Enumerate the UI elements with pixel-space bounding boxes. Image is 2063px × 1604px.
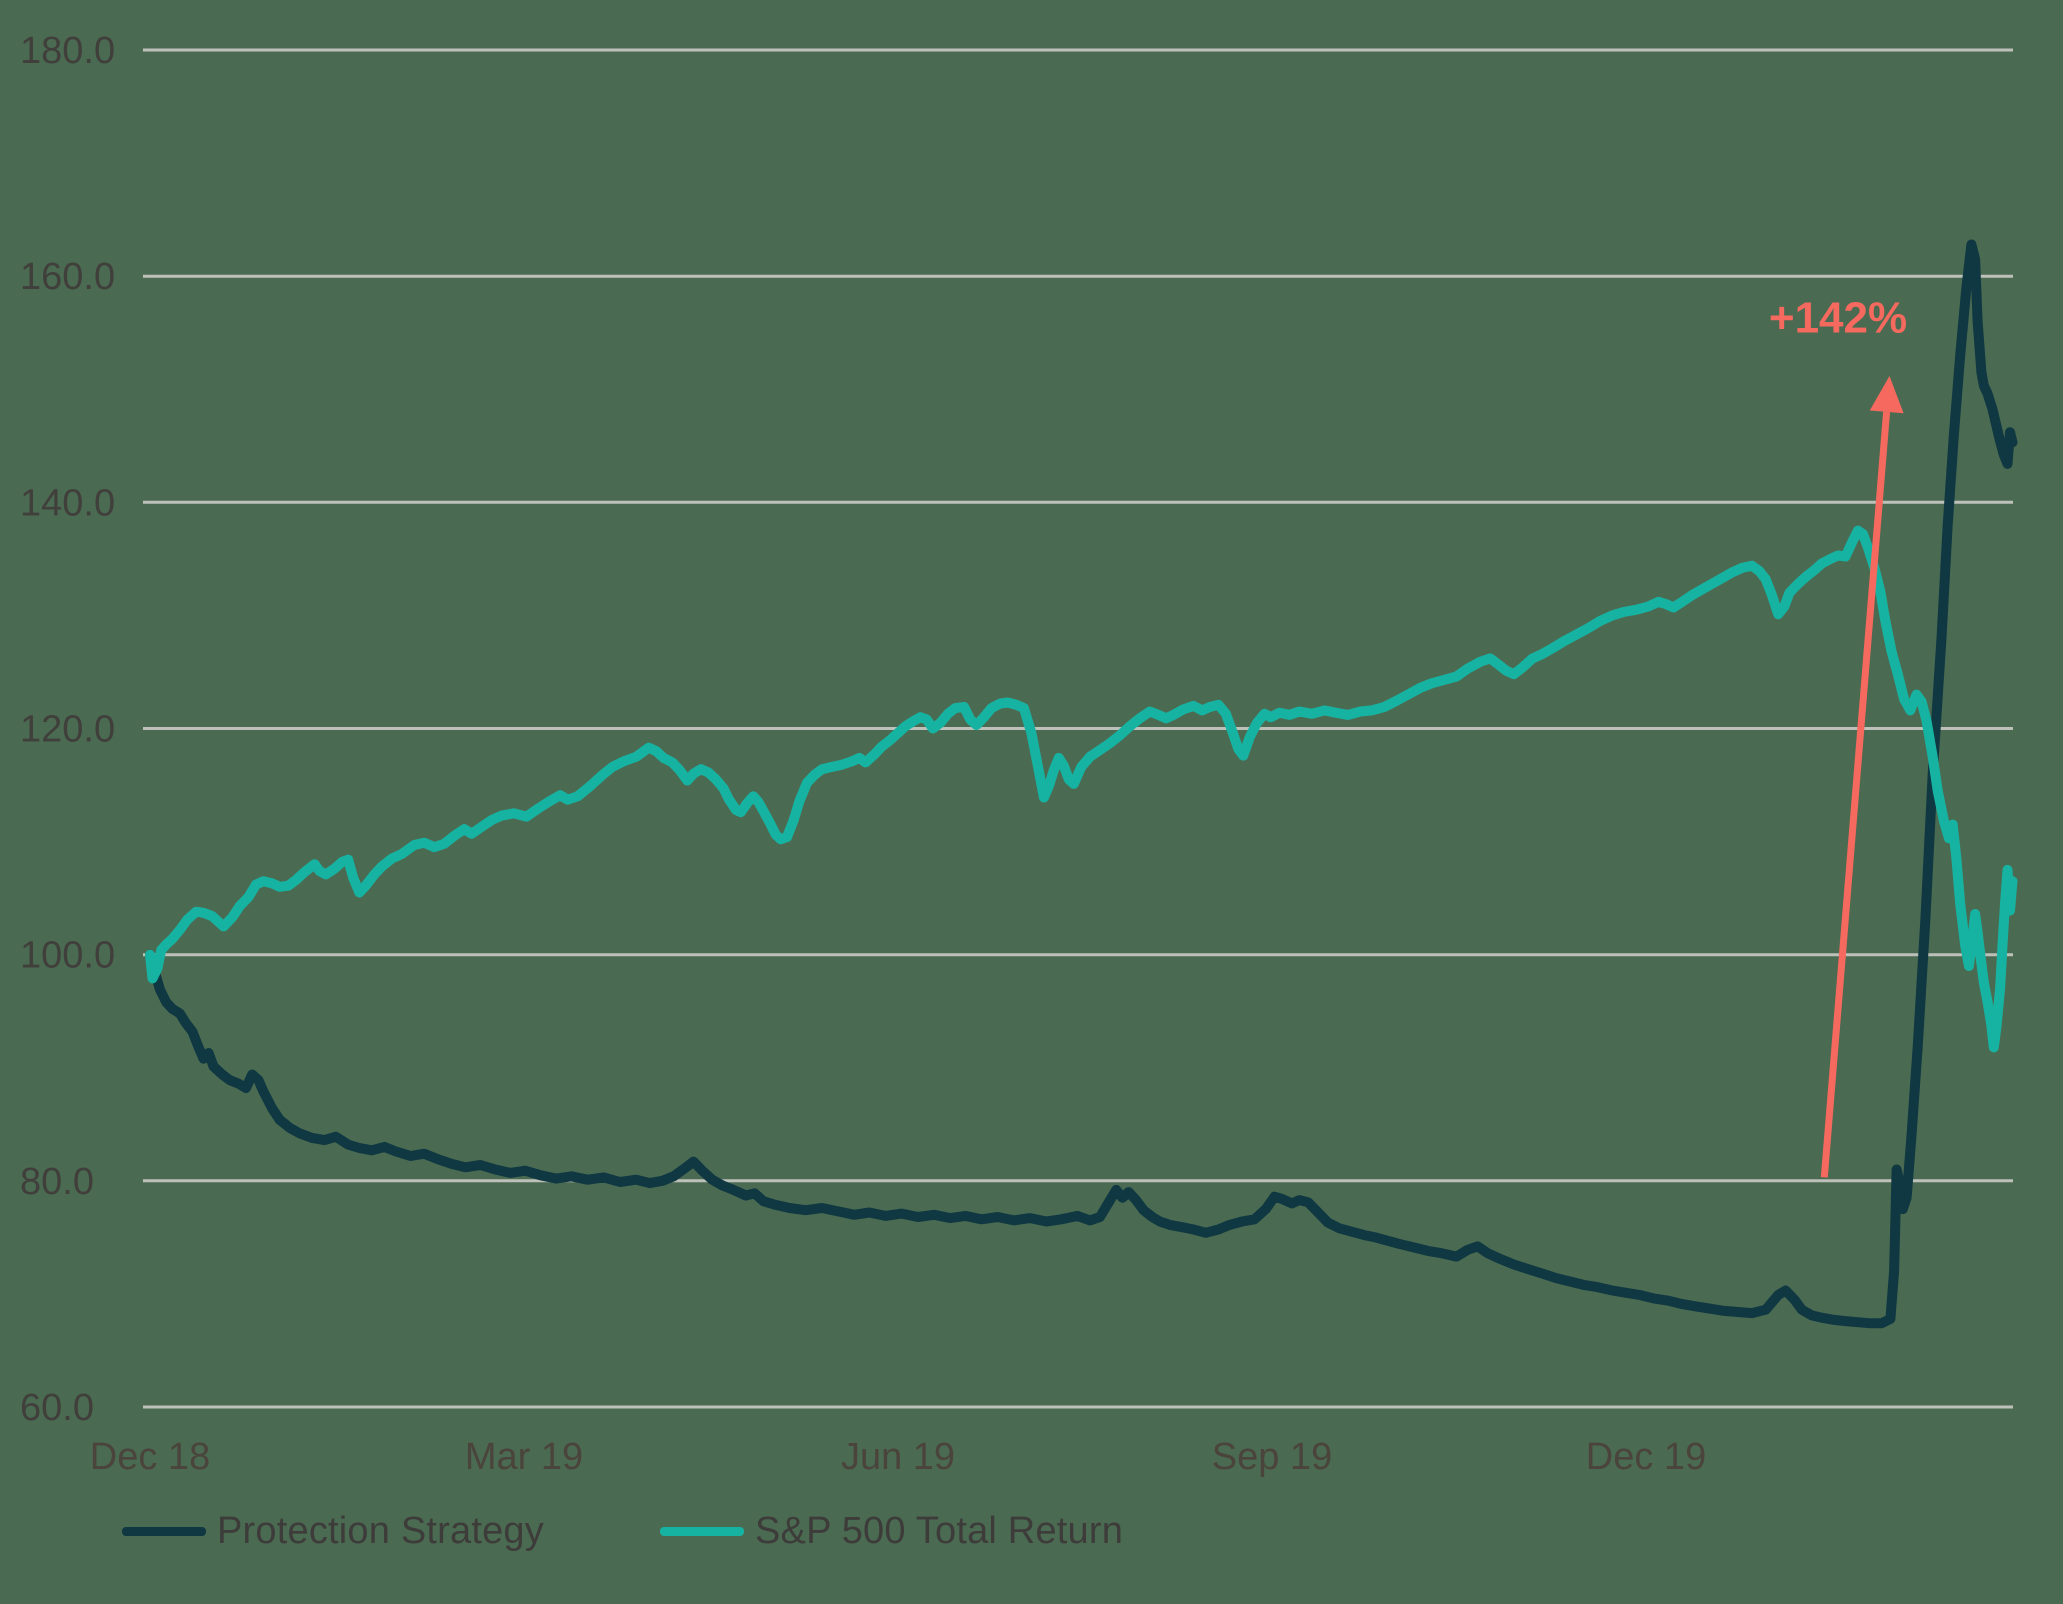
x-tick-label: Mar 19	[465, 1436, 583, 1478]
legend: Protection Strategy S&P 500 Total Return	[0, 1503, 2063, 1559]
series-line-s-p-500-total-return	[145, 525, 2018, 1053]
y-tick-label: 100.0	[20, 935, 115, 977]
y-tick-label: 180.0	[20, 30, 115, 72]
x-tick-label: Dec 18	[90, 1436, 210, 1478]
x-tick-label: Jun 19	[841, 1436, 955, 1478]
legend-label-sp500-total-return: S&P 500 Total Return	[755, 1509, 1124, 1552]
y-tick-label: 140.0	[20, 482, 115, 524]
annotation-arrow-head	[1869, 376, 1904, 414]
y-tick-label: 160.0	[20, 256, 115, 298]
legend-label-protection-strategy: Protection Strategy	[217, 1509, 544, 1552]
x-tick-label: Dec 19	[1586, 1436, 1706, 1478]
legend-swatch-protection-strategy	[122, 1526, 206, 1536]
y-tick-label: 80.0	[20, 1161, 94, 1203]
legend-item-sp500-total-return: S&P 500 Total Return	[660, 1503, 1123, 1559]
legend-swatch-sp500-total-return	[660, 1526, 744, 1536]
annotation-arrow-shaft	[1820, 411, 1891, 1178]
series-line-protection-strategy	[145, 239, 2018, 1329]
x-tick-label: Sep 19	[1212, 1436, 1332, 1478]
annotation-label: +142%	[1769, 294, 1907, 343]
y-tick-label: 60.0	[20, 1387, 94, 1429]
legend-item-protection-strategy: Protection Strategy	[122, 1503, 544, 1559]
y-tick-label: 120.0	[20, 709, 115, 751]
